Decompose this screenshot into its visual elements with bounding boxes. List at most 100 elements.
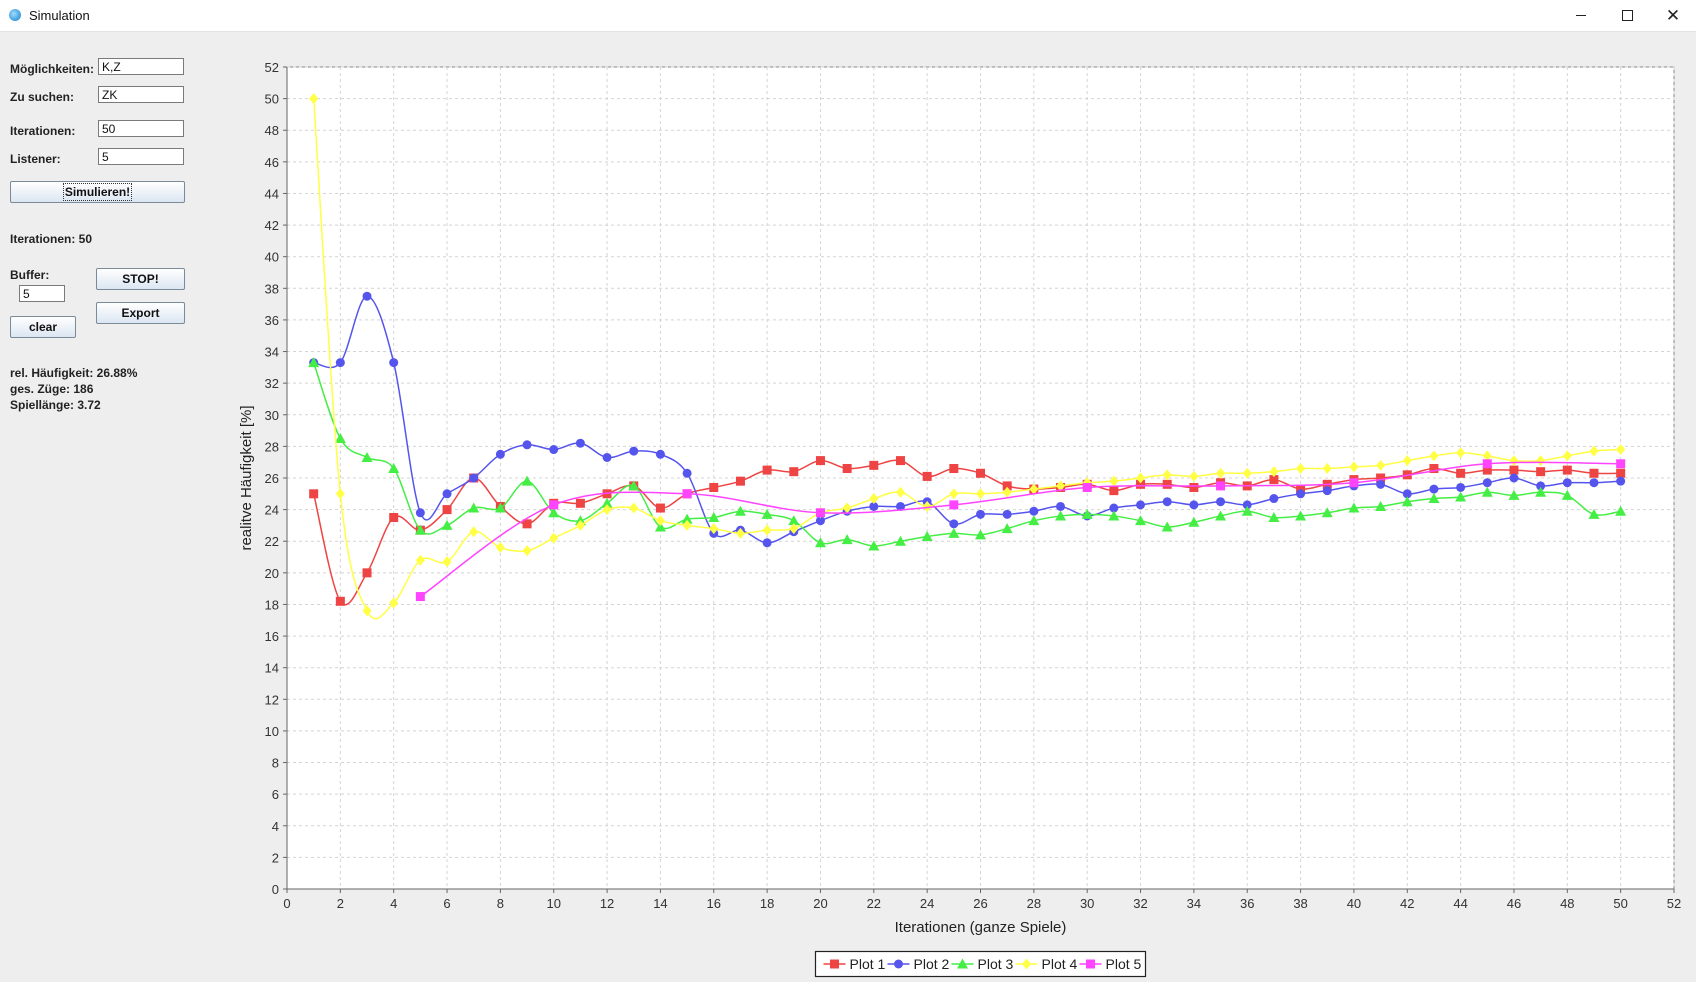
x-tick-label: 32 bbox=[1133, 896, 1147, 911]
simulate-button[interactable]: Simulieren! bbox=[10, 181, 185, 203]
data-point bbox=[1189, 500, 1199, 510]
data-point bbox=[949, 464, 959, 474]
data-point bbox=[1616, 468, 1626, 478]
legend-swatch-marker bbox=[1022, 958, 1031, 970]
data-point bbox=[895, 486, 905, 498]
data-point bbox=[1589, 468, 1599, 478]
total-moves-text: ges. Züge: 186 bbox=[10, 382, 94, 396]
data-point bbox=[548, 507, 560, 518]
maximize-icon bbox=[1621, 10, 1633, 21]
close-button[interactable]: ✕ bbox=[1650, 0, 1696, 31]
data-point bbox=[815, 516, 825, 526]
data-point bbox=[1376, 479, 1386, 489]
y-tick-label: 2 bbox=[272, 850, 279, 865]
data-point bbox=[1562, 478, 1572, 488]
y-tick-label: 12 bbox=[265, 692, 279, 707]
data-point bbox=[1322, 486, 1332, 496]
x-tick-label: 8 bbox=[497, 896, 504, 911]
data-point bbox=[762, 538, 772, 548]
data-point bbox=[1136, 500, 1146, 510]
data-point bbox=[841, 534, 853, 545]
data-point bbox=[1082, 482, 1092, 492]
data-point bbox=[868, 540, 880, 551]
data-point bbox=[1376, 473, 1386, 483]
data-point bbox=[1162, 469, 1172, 481]
data-point bbox=[442, 505, 452, 515]
data-point bbox=[1268, 512, 1280, 523]
data-point bbox=[1402, 455, 1412, 467]
clear-button[interactable]: clear bbox=[10, 316, 76, 338]
data-point bbox=[1375, 500, 1387, 511]
data-point bbox=[1589, 478, 1599, 488]
y-tick-label: 28 bbox=[265, 439, 279, 454]
data-point bbox=[682, 489, 692, 499]
y-tick-label: 10 bbox=[265, 724, 279, 739]
y-tick-label: 24 bbox=[265, 503, 279, 518]
data-point bbox=[735, 527, 745, 539]
data-point bbox=[1269, 475, 1279, 485]
legend-item: Plot 5 bbox=[1079, 956, 1142, 972]
data-point bbox=[682, 519, 692, 531]
x-axis-title: Iterationen (ganze Spiele) bbox=[895, 919, 1067, 936]
legend-label: Plot 2 bbox=[914, 956, 950, 972]
data-point bbox=[709, 523, 719, 535]
data-point bbox=[1162, 479, 1172, 489]
y-tick-label: 32 bbox=[265, 376, 279, 391]
data-point bbox=[815, 456, 825, 466]
data-point bbox=[549, 532, 559, 544]
moeglichkeiten-input[interactable] bbox=[98, 58, 184, 75]
data-point bbox=[1002, 509, 1012, 519]
y-tick-label: 48 bbox=[265, 123, 279, 138]
data-point bbox=[1028, 515, 1040, 526]
data-point bbox=[1216, 481, 1226, 491]
listener-input[interactable] bbox=[98, 148, 184, 165]
y-tick-label: 6 bbox=[272, 787, 279, 802]
data-point bbox=[1562, 465, 1572, 475]
data-point bbox=[1509, 473, 1519, 483]
stop-button[interactable]: STOP! bbox=[96, 268, 185, 290]
data-point bbox=[415, 592, 425, 602]
legend-label: Plot 5 bbox=[1106, 956, 1142, 972]
data-point bbox=[1241, 505, 1253, 516]
data-point bbox=[522, 519, 532, 529]
legend-item: Plot 4 bbox=[1015, 956, 1078, 972]
data-point bbox=[1081, 508, 1093, 519]
data-point bbox=[1429, 484, 1439, 494]
data-point bbox=[976, 509, 985, 519]
data-point bbox=[1215, 510, 1227, 521]
x-tick-label: 52 bbox=[1667, 896, 1681, 911]
data-point bbox=[869, 460, 879, 470]
x-tick-label: 40 bbox=[1347, 896, 1361, 911]
data-point bbox=[894, 535, 906, 546]
data-point bbox=[789, 523, 799, 535]
buffer-input[interactable] bbox=[19, 285, 65, 302]
x-tick-label: 12 bbox=[600, 896, 614, 911]
data-point bbox=[441, 519, 453, 530]
data-point bbox=[921, 530, 933, 541]
data-point bbox=[895, 456, 905, 466]
zu-suchen-input[interactable] bbox=[98, 86, 184, 103]
data-point bbox=[1588, 508, 1600, 519]
y-tick-label: 0 bbox=[272, 882, 279, 897]
data-point bbox=[1296, 463, 1306, 475]
data-point bbox=[762, 524, 772, 536]
x-tick-label: 38 bbox=[1293, 896, 1307, 911]
y-tick-label: 30 bbox=[265, 408, 279, 423]
x-tick-label: 22 bbox=[867, 896, 881, 911]
y-tick-label: 52 bbox=[265, 60, 279, 75]
export-button[interactable]: Export bbox=[96, 302, 185, 324]
data-point bbox=[1135, 515, 1147, 526]
data-point bbox=[1482, 450, 1492, 462]
data-point bbox=[549, 445, 559, 455]
data-point bbox=[1242, 500, 1252, 510]
data-point bbox=[708, 512, 720, 523]
legend-swatch-marker bbox=[957, 958, 968, 969]
y-tick-label: 18 bbox=[265, 597, 279, 612]
x-tick-label: 34 bbox=[1187, 896, 1201, 911]
maximize-button[interactable] bbox=[1604, 0, 1650, 31]
minimize-button[interactable] bbox=[1558, 0, 1604, 31]
x-tick-label: 44 bbox=[1453, 896, 1467, 911]
listener-label: Listener: bbox=[10, 152, 61, 166]
data-point bbox=[1216, 497, 1226, 507]
iterationen-input[interactable] bbox=[98, 120, 184, 137]
